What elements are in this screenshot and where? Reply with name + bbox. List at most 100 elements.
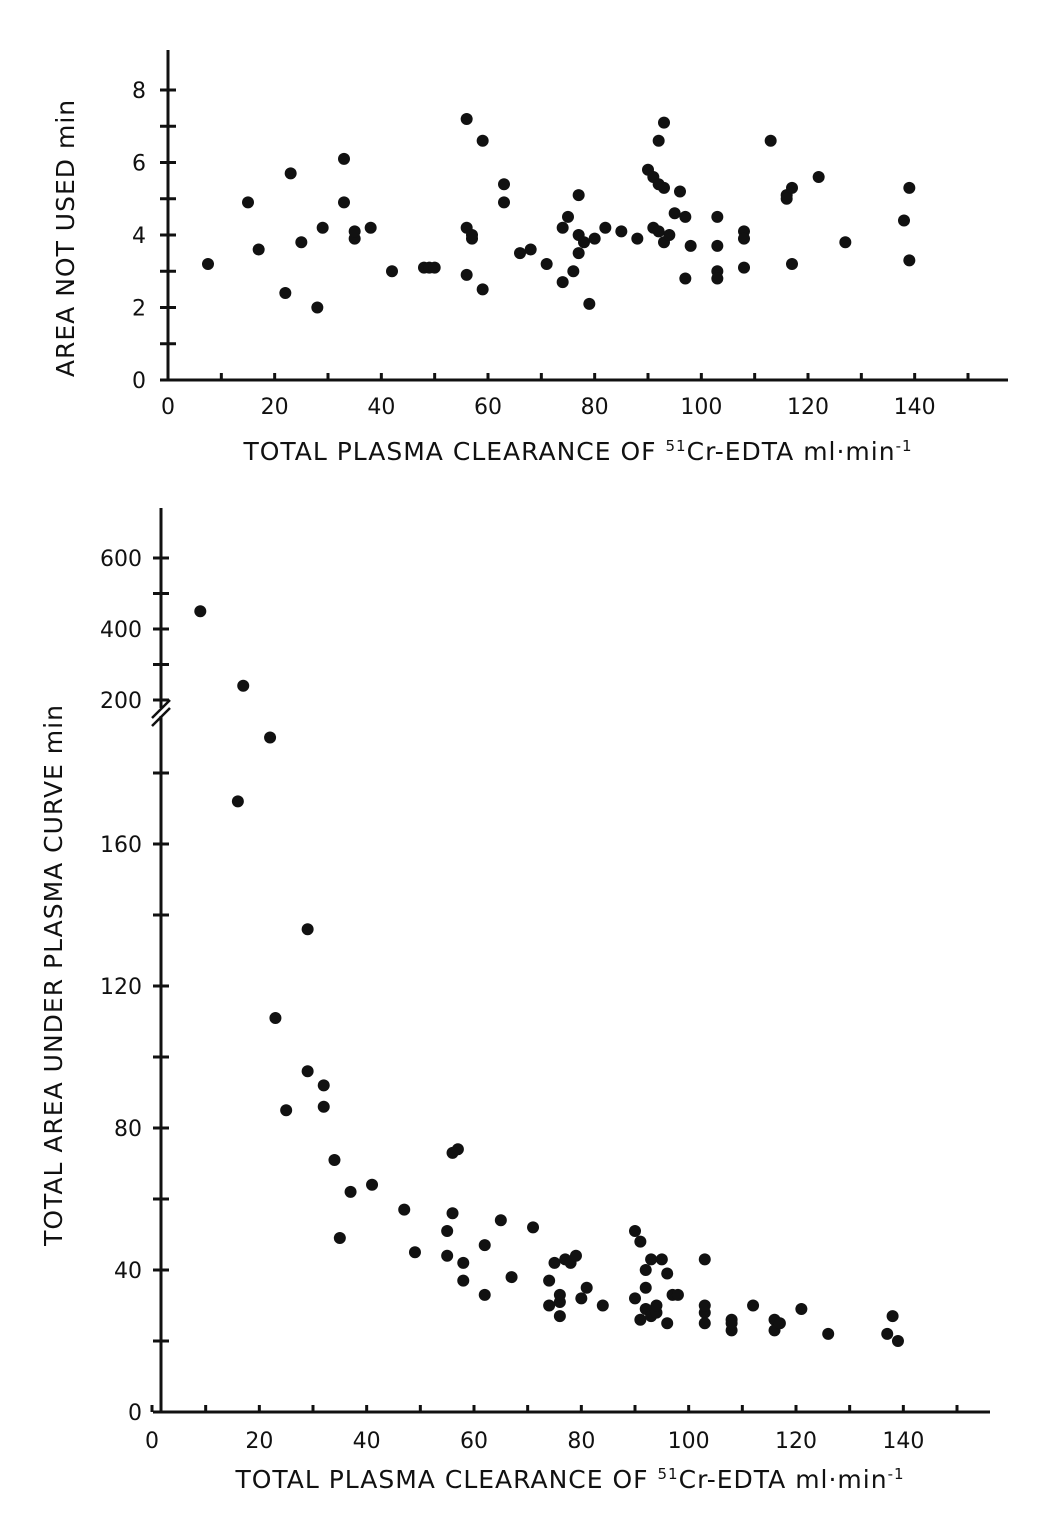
top-data-point <box>476 134 489 147</box>
top-data-point <box>556 221 569 234</box>
bottom-data-point <box>441 1224 454 1237</box>
top-x-tick-label: 100 <box>680 395 722 420</box>
top-x-axis-title: TOTAL PLASMA CLEARANCE OF 51Cr-EDTA ml·m… <box>242 437 912 466</box>
bottom-x-tick-label: 60 <box>460 1429 488 1454</box>
bottom-data-point <box>344 1185 357 1198</box>
bottom-data-point <box>634 1313 647 1326</box>
top-data-point <box>903 254 916 267</box>
top-data-point <box>668 207 681 220</box>
bottom-data-point <box>569 1249 582 1262</box>
bottom-data-point <box>891 1335 904 1347</box>
top-data-point <box>284 167 297 180</box>
bottom-data-point <box>366 1178 379 1191</box>
bottom-data-point <box>580 1281 593 1294</box>
bottom-data-point <box>747 1299 760 1312</box>
bottom-data-point <box>333 1232 346 1245</box>
bottom-data-point <box>639 1264 652 1276</box>
top-data-point <box>572 189 585 202</box>
top-data-point <box>540 258 553 270</box>
bottom-data-point <box>655 1253 668 1266</box>
bottom-data-point <box>773 1317 786 1330</box>
bottom-data-point <box>231 795 244 808</box>
top-ticks: 0 20 40 60 80 100 120 140 0 2 4 6 8 <box>132 79 970 420</box>
bottom-data-point <box>398 1203 411 1216</box>
top-x-tick-label: 0 <box>161 395 175 420</box>
bottom-data-point <box>698 1253 711 1266</box>
top-data-point <box>738 261 750 274</box>
bottom-data-point <box>441 1249 454 1262</box>
bottom-data-point <box>881 1327 894 1340</box>
top-data-point <box>386 265 398 278</box>
top-data-point <box>599 221 612 234</box>
bottom-data-point <box>478 1239 491 1252</box>
bottom-x-tick-label: 100 <box>668 1429 710 1454</box>
bottom-data-point <box>661 1317 674 1330</box>
top-data-point <box>839 236 852 249</box>
top-data-point <box>466 229 478 241</box>
top-data-point <box>311 301 324 314</box>
bottom-y-tick-label: 40 <box>114 1259 142 1284</box>
bottom-data-point <box>575 1292 588 1305</box>
bottom-x-tick-label: 40 <box>353 1429 381 1454</box>
top-data-point <box>615 225 628 238</box>
bottom-data-point <box>237 679 250 692</box>
top-data-point <box>786 181 798 194</box>
top-data-point <box>338 196 350 209</box>
top-data-point <box>652 134 665 147</box>
top-data-point <box>764 134 777 147</box>
bottom-y-tick-label: 80 <box>114 1117 142 1142</box>
bottom-x-tick-label: 20 <box>245 1429 273 1454</box>
bottom-data-point <box>548 1256 561 1269</box>
bottom-data-point <box>317 1079 330 1092</box>
bottom-y-tick-label: 600 <box>100 547 142 572</box>
top-data-point <box>780 192 793 205</box>
bottom-data-point <box>634 1235 647 1248</box>
top-data-point <box>476 283 489 296</box>
bottom-data-point <box>725 1317 738 1330</box>
bottom-data-point <box>822 1327 835 1340</box>
top-data-point <box>524 243 537 256</box>
top-data-point <box>631 232 644 245</box>
bottom-data-point <box>629 1292 641 1305</box>
top-data-point <box>711 239 724 252</box>
bottom-data-point <box>886 1310 899 1323</box>
bottom-data-point <box>543 1274 556 1287</box>
top-data-point <box>663 229 676 241</box>
bottom-data-point <box>553 1288 566 1301</box>
top-data-point <box>202 258 214 270</box>
top-data-point <box>898 214 910 227</box>
bottom-y-tick-label: 200 <box>100 689 142 714</box>
bottom-data-point <box>280 1104 293 1117</box>
top-data-point <box>567 265 580 278</box>
top-data-point <box>252 243 265 256</box>
top-x-tick-label: 80 <box>581 395 609 420</box>
bottom-data-point <box>451 1143 464 1156</box>
bottom-data-point <box>698 1299 711 1312</box>
bottom-data-point <box>596 1299 609 1312</box>
top-axes <box>166 50 1008 382</box>
top-data-point <box>364 221 377 234</box>
top-data-point <box>498 178 510 191</box>
top-y-tick-label: 0 <box>132 369 146 394</box>
bottom-data-point <box>645 1253 658 1266</box>
bottom-data-point <box>446 1207 459 1220</box>
bottom-data-point <box>671 1288 684 1301</box>
bottom-y-tick-label: 160 <box>100 833 142 858</box>
top-data-point <box>498 196 510 209</box>
chart-total-area: TOTAL AREA UNDER PLASMA CURVE min 0 20 40 6… <box>39 508 990 1494</box>
bottom-axes-lower <box>159 716 990 1414</box>
bottom-data-point <box>795 1303 808 1316</box>
top-data-point <box>556 276 569 289</box>
top-data-point <box>460 268 473 281</box>
top-data-point <box>711 210 724 223</box>
bottom-data-point <box>317 1100 330 1113</box>
bottom-ticks: 0 20 40 60 80 100 120 140 0 40 80 120 160 200 400 600 <box>100 547 959 1454</box>
bottom-data-point <box>194 605 207 618</box>
bottom-data-point <box>478 1288 491 1301</box>
top-y-tick-label: 4 <box>132 224 146 249</box>
chart-area-not-used: AREA NOT USED min 0 20 40 60 80 100 120 140 0 2 4 6… <box>51 50 1008 466</box>
bottom-data-point <box>661 1267 674 1280</box>
top-data-point <box>786 258 798 270</box>
top-x-tick-label: 140 <box>894 395 936 420</box>
top-x-tick-label: 40 <box>367 395 395 420</box>
